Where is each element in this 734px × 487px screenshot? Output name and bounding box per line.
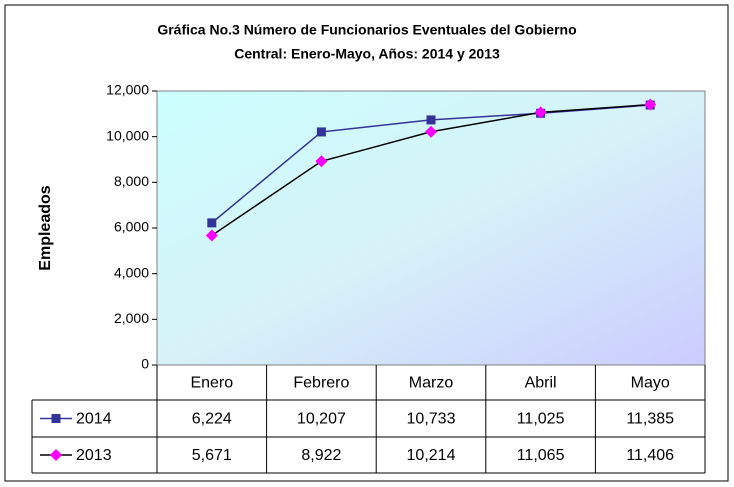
- y-tick-label: 4,000: [114, 264, 149, 280]
- table-value: 5,671: [192, 447, 232, 464]
- table-value: 11,065: [517, 447, 565, 464]
- data-point: [425, 125, 437, 138]
- chart-title: Gráfica No.3 Número de Funcionarios Even…: [157, 22, 576, 38]
- x-tick-label: Enero: [190, 375, 233, 392]
- data-point: [316, 127, 326, 137]
- table-value: 8,922: [301, 447, 341, 464]
- x-tick-label: Abril: [525, 375, 557, 392]
- table-value: 10,207: [297, 411, 346, 428]
- table-value: 10,733: [407, 411, 456, 428]
- x-tick-label: Marzo: [409, 375, 454, 392]
- table-value: 11,406: [626, 447, 674, 464]
- y-tick-label: 2,000: [114, 310, 149, 326]
- table-value: 6,224: [192, 411, 232, 428]
- data-point: [207, 218, 217, 228]
- table-value: 11,025: [517, 411, 565, 428]
- x-tick-label: Febrero: [293, 375, 349, 392]
- data-point: [315, 155, 328, 168]
- y-tick-label: 6,000: [114, 219, 149, 235]
- table-value: 11,385: [626, 411, 674, 428]
- table-value: 10,214: [407, 447, 456, 464]
- y-tick-label: 0: [141, 356, 149, 372]
- chart-title: Central: Enero-Mayo, Años: 2014 y 2013: [234, 46, 500, 62]
- data-point: [426, 115, 436, 125]
- x-tick-label: Mayo: [631, 375, 670, 392]
- legend-marker: [50, 449, 62, 461]
- data-point: [205, 229, 218, 242]
- data-point: [534, 106, 547, 119]
- y-tick-label: 10,000: [106, 127, 149, 143]
- y-axis-label: Empleados: [37, 185, 54, 270]
- data-point: [644, 98, 657, 111]
- legend-marker: [51, 414, 61, 423]
- legend-label: 2014: [76, 411, 112, 428]
- legend-label: 2013: [76, 447, 112, 464]
- y-tick-label: 8,000: [114, 173, 149, 189]
- y-tick-label: 12,000: [106, 82, 149, 98]
